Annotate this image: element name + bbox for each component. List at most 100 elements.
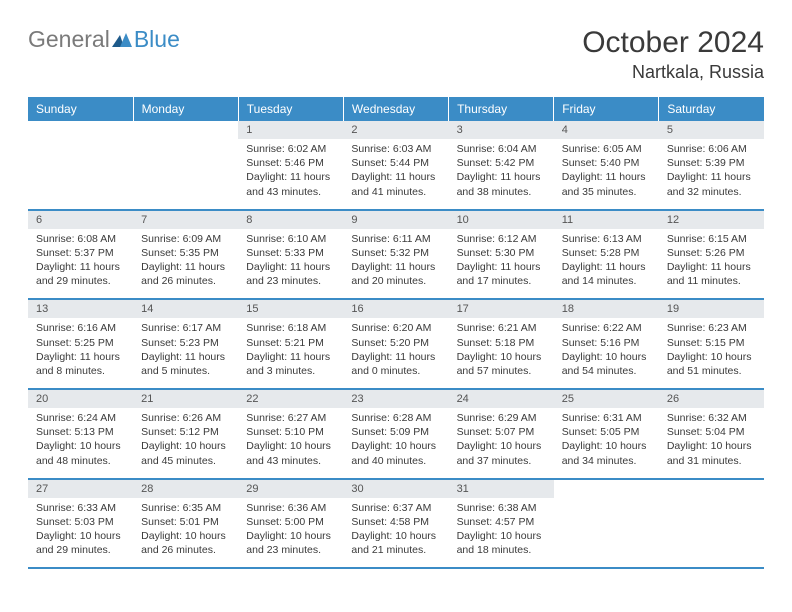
week-row: 6Sunrise: 6:08 AMSunset: 5:37 PMDaylight… xyxy=(28,210,764,300)
day-sr: Sunrise: 6:24 AM xyxy=(36,411,125,425)
day-ss: Sunset: 5:03 PM xyxy=(36,515,125,529)
logo-text-general: General xyxy=(28,26,110,53)
day-number: 23 xyxy=(343,390,448,408)
day-sr: Sunrise: 6:09 AM xyxy=(141,232,230,246)
day-body xyxy=(659,486,764,499)
day-cell: 8Sunrise: 6:10 AMSunset: 5:33 PMDaylight… xyxy=(238,210,343,300)
day-cell: 20Sunrise: 6:24 AMSunset: 5:13 PMDayligh… xyxy=(28,389,133,479)
day-ss: Sunset: 4:58 PM xyxy=(351,515,440,529)
day-number: 25 xyxy=(554,390,659,408)
logo-mark-icon xyxy=(112,33,132,47)
day-number: 16 xyxy=(343,300,448,318)
day-number: 19 xyxy=(659,300,764,318)
day-d2: and 35 minutes. xyxy=(562,185,651,199)
day-ss: Sunset: 5:13 PM xyxy=(36,425,125,439)
day-body: Sunrise: 6:16 AMSunset: 5:25 PMDaylight:… xyxy=(28,318,133,388)
day-d2: and 54 minutes. xyxy=(562,364,651,378)
day-cell: 11Sunrise: 6:13 AMSunset: 5:28 PMDayligh… xyxy=(554,210,659,300)
day-body: Sunrise: 6:21 AMSunset: 5:18 PMDaylight:… xyxy=(449,318,554,388)
day-ss: Sunset: 5:01 PM xyxy=(141,515,230,529)
day-ss: Sunset: 5:20 PM xyxy=(351,336,440,350)
day-body: Sunrise: 6:17 AMSunset: 5:23 PMDaylight:… xyxy=(133,318,238,388)
day-body: Sunrise: 6:33 AMSunset: 5:03 PMDaylight:… xyxy=(28,498,133,568)
day-d2: and 3 minutes. xyxy=(246,364,335,378)
day-cell: 9Sunrise: 6:11 AMSunset: 5:32 PMDaylight… xyxy=(343,210,448,300)
day-sr: Sunrise: 6:27 AM xyxy=(246,411,335,425)
day-ss: Sunset: 5:07 PM xyxy=(457,425,546,439)
day-sr: Sunrise: 6:18 AM xyxy=(246,321,335,335)
day-cell: 6Sunrise: 6:08 AMSunset: 5:37 PMDaylight… xyxy=(28,210,133,300)
day-ss: Sunset: 5:33 PM xyxy=(246,246,335,260)
day-sr: Sunrise: 6:38 AM xyxy=(457,501,546,515)
day-ss: Sunset: 4:57 PM xyxy=(457,515,546,529)
month-title: October 2024 xyxy=(582,26,764,60)
day-sr: Sunrise: 6:23 AM xyxy=(667,321,756,335)
day-d1: Daylight: 10 hours xyxy=(457,439,546,453)
day-d1: Daylight: 11 hours xyxy=(667,170,756,184)
day-sr: Sunrise: 6:33 AM xyxy=(36,501,125,515)
day-d2: and 29 minutes. xyxy=(36,274,125,288)
day-ss: Sunset: 5:39 PM xyxy=(667,156,756,170)
day-body: Sunrise: 6:28 AMSunset: 5:09 PMDaylight:… xyxy=(343,408,448,478)
day-body: Sunrise: 6:18 AMSunset: 5:21 PMDaylight:… xyxy=(238,318,343,388)
day-ss: Sunset: 5:21 PM xyxy=(246,336,335,350)
day-number: 7 xyxy=(133,211,238,229)
day-cell xyxy=(28,121,133,210)
day-body: Sunrise: 6:31 AMSunset: 5:05 PMDaylight:… xyxy=(554,408,659,478)
day-body: Sunrise: 6:24 AMSunset: 5:13 PMDaylight:… xyxy=(28,408,133,478)
day-d2: and 31 minutes. xyxy=(667,454,756,468)
day-d2: and 29 minutes. xyxy=(36,543,125,557)
day-sr: Sunrise: 6:05 AM xyxy=(562,142,651,156)
day-d2: and 20 minutes. xyxy=(351,274,440,288)
day-ss: Sunset: 5:30 PM xyxy=(457,246,546,260)
day-cell xyxy=(133,121,238,210)
day-ss: Sunset: 5:46 PM xyxy=(246,156,335,170)
day-sr: Sunrise: 6:28 AM xyxy=(351,411,440,425)
weekday-header-row: Sunday Monday Tuesday Wednesday Thursday… xyxy=(28,97,764,121)
day-number: 13 xyxy=(28,300,133,318)
day-cell: 12Sunrise: 6:15 AMSunset: 5:26 PMDayligh… xyxy=(659,210,764,300)
day-d2: and 43 minutes. xyxy=(246,185,335,199)
weekday-header: Saturday xyxy=(659,97,764,121)
weekday-header: Monday xyxy=(133,97,238,121)
day-d2: and 23 minutes. xyxy=(246,543,335,557)
day-d1: Daylight: 11 hours xyxy=(351,170,440,184)
day-d1: Daylight: 10 hours xyxy=(457,529,546,543)
day-number: 17 xyxy=(449,300,554,318)
day-d2: and 51 minutes. xyxy=(667,364,756,378)
day-ss: Sunset: 5:18 PM xyxy=(457,336,546,350)
day-number: 3 xyxy=(449,121,554,139)
day-cell: 18Sunrise: 6:22 AMSunset: 5:16 PMDayligh… xyxy=(554,299,659,389)
day-body: Sunrise: 6:04 AMSunset: 5:42 PMDaylight:… xyxy=(449,139,554,209)
day-cell: 29Sunrise: 6:36 AMSunset: 5:00 PMDayligh… xyxy=(238,479,343,569)
day-d1: Daylight: 10 hours xyxy=(667,350,756,364)
day-number: 24 xyxy=(449,390,554,408)
day-sr: Sunrise: 6:15 AM xyxy=(667,232,756,246)
day-cell: 31 Sunrise: 6:38 AMSunset: 4:57 PMDayligh… xyxy=(449,479,554,569)
day-ss: Sunset: 5:05 PM xyxy=(562,425,651,439)
day-sr: Sunrise: 6:21 AM xyxy=(457,321,546,335)
day-number: 4 xyxy=(554,121,659,139)
day-sr: Sunrise: 6:31 AM xyxy=(562,411,651,425)
day-d1: Daylight: 10 hours xyxy=(457,350,546,364)
day-cell: 2Sunrise: 6:03 AMSunset: 5:44 PMDaylight… xyxy=(343,121,448,210)
day-cell: 16Sunrise: 6:20 AMSunset: 5:20 PMDayligh… xyxy=(343,299,448,389)
day-sr: Sunrise: 6:11 AM xyxy=(351,232,440,246)
day-ss: Sunset: 5:35 PM xyxy=(141,246,230,260)
day-number: 21 xyxy=(133,390,238,408)
day-d1: Daylight: 11 hours xyxy=(562,260,651,274)
day-d1: Daylight: 10 hours xyxy=(36,439,125,453)
week-row: 13Sunrise: 6:16 AMSunset: 5:25 PMDayligh… xyxy=(28,299,764,389)
day-number: 26 xyxy=(659,390,764,408)
day-number: 31 xyxy=(449,480,554,498)
day-d2: and 0 minutes. xyxy=(351,364,440,378)
weekday-header: Tuesday xyxy=(238,97,343,121)
day-number: 8 xyxy=(238,211,343,229)
day-cell: 30Sunrise: 6:37 AMSunset: 4:58 PMDayligh… xyxy=(343,479,448,569)
day-body: Sunrise: 6:10 AMSunset: 5:33 PMDaylight:… xyxy=(238,229,343,299)
day-d2: and 11 minutes. xyxy=(667,274,756,288)
day-body: Sunrise: 6:06 AMSunset: 5:39 PMDaylight:… xyxy=(659,139,764,209)
day-d2: and 23 minutes. xyxy=(246,274,335,288)
day-d2: and 57 minutes. xyxy=(457,364,546,378)
day-d2: and 14 minutes. xyxy=(562,274,651,288)
